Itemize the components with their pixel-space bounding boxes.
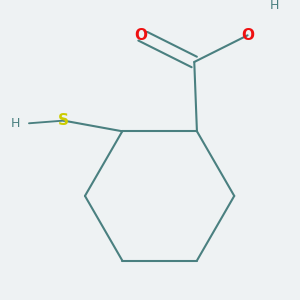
Text: S: S [58,113,69,128]
Text: H: H [270,0,279,13]
Text: O: O [241,28,254,43]
Text: H: H [11,117,20,130]
Text: O: O [134,28,147,43]
